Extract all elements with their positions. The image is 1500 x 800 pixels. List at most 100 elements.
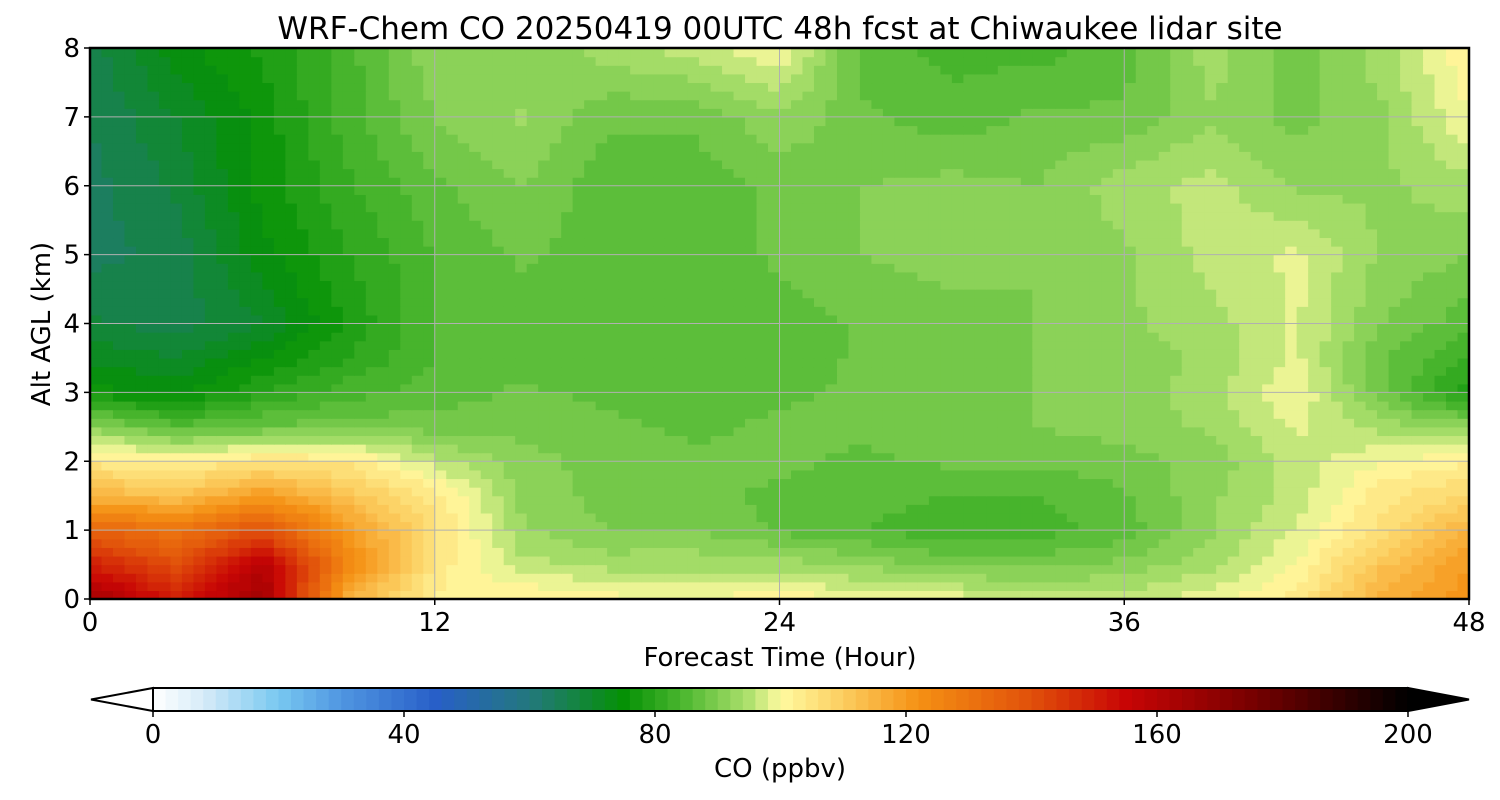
field-cell bbox=[158, 289, 172, 299]
field-cell bbox=[549, 289, 562, 299]
field-cell bbox=[365, 538, 378, 548]
field-cell bbox=[790, 555, 804, 566]
field-cell bbox=[825, 487, 838, 497]
field-cell bbox=[595, 349, 608, 359]
field-cell bbox=[388, 383, 401, 393]
field-cell bbox=[204, 590, 218, 600]
field-cell bbox=[595, 383, 608, 393]
field-cell bbox=[710, 383, 723, 393]
field-cell bbox=[239, 538, 252, 548]
field-cell bbox=[986, 340, 999, 350]
field-cell bbox=[836, 246, 850, 256]
field-cell bbox=[296, 444, 309, 454]
field-cell bbox=[262, 340, 275, 350]
field-cell bbox=[1216, 435, 1229, 445]
field-cell bbox=[423, 495, 436, 505]
field-cell bbox=[457, 435, 470, 445]
field-cell bbox=[963, 547, 976, 557]
field-cell bbox=[492, 590, 505, 600]
field-cell bbox=[273, 383, 286, 393]
field-cell bbox=[388, 547, 401, 557]
field-cell bbox=[779, 297, 792, 307]
field-cell bbox=[549, 314, 562, 325]
field-cell bbox=[813, 392, 827, 402]
field-cell bbox=[1181, 392, 1194, 402]
field-cell bbox=[216, 444, 229, 454]
field-cell bbox=[515, 237, 528, 247]
field-cell bbox=[871, 521, 884, 531]
field-cell bbox=[1262, 289, 1275, 299]
field-cell bbox=[802, 306, 815, 316]
field-cell bbox=[1296, 340, 1309, 350]
field-cell bbox=[1112, 323, 1125, 333]
field-cell bbox=[90, 400, 103, 411]
field-cell bbox=[1078, 246, 1091, 256]
field-cell bbox=[1216, 323, 1229, 333]
field-cell bbox=[1193, 297, 1206, 307]
field-cell bbox=[1411, 400, 1424, 411]
field-cell bbox=[1066, 521, 1079, 531]
field-cell bbox=[285, 512, 298, 523]
field-cell bbox=[515, 357, 528, 368]
field-cell bbox=[388, 332, 401, 342]
field-cell bbox=[1239, 478, 1252, 488]
field-cell bbox=[1388, 564, 1401, 574]
field-cell bbox=[1216, 573, 1229, 583]
field-cell bbox=[825, 289, 838, 299]
field-cell bbox=[170, 323, 183, 333]
field-cell bbox=[561, 590, 574, 600]
field-cell bbox=[687, 530, 700, 540]
field-cell bbox=[1262, 418, 1275, 428]
field-cell bbox=[193, 314, 206, 325]
field-cell bbox=[595, 392, 608, 402]
field-cell bbox=[1066, 538, 1079, 548]
field-cell bbox=[457, 444, 470, 454]
field-cell bbox=[434, 538, 447, 548]
field-cell bbox=[997, 478, 1010, 488]
field-cell bbox=[1170, 409, 1183, 419]
field-cell bbox=[526, 487, 539, 497]
field-cell bbox=[917, 418, 930, 428]
field-cell bbox=[1262, 332, 1275, 342]
field-cell bbox=[917, 400, 930, 411]
field-cell bbox=[1135, 392, 1148, 402]
field-cell bbox=[607, 306, 620, 316]
field-cell bbox=[584, 314, 597, 325]
field-cell bbox=[756, 289, 769, 299]
field-cell bbox=[618, 461, 631, 471]
field-cell bbox=[296, 564, 309, 574]
field-cell bbox=[1377, 357, 1390, 368]
field-cell bbox=[894, 530, 907, 540]
field-cell bbox=[1043, 246, 1056, 256]
field-cell bbox=[974, 426, 987, 437]
field-cell bbox=[974, 590, 987, 600]
field-cell bbox=[101, 512, 114, 523]
field-cell bbox=[1331, 392, 1344, 402]
field-cell bbox=[676, 340, 689, 350]
field-cell bbox=[561, 452, 574, 462]
field-cell bbox=[894, 452, 907, 462]
field-cell bbox=[974, 521, 987, 531]
field-cell bbox=[1055, 469, 1068, 480]
field-cell bbox=[1009, 314, 1022, 325]
field-cell bbox=[940, 435, 953, 445]
field-cell bbox=[411, 435, 424, 445]
field-cell bbox=[561, 564, 574, 574]
field-cell bbox=[986, 487, 999, 497]
field-cell bbox=[147, 271, 160, 282]
field-cell bbox=[181, 400, 195, 411]
field-cell bbox=[595, 478, 608, 488]
field-cell bbox=[434, 392, 447, 402]
field-cell bbox=[469, 461, 482, 471]
field-cell bbox=[572, 375, 585, 385]
field-cell bbox=[101, 444, 114, 454]
field-cell bbox=[354, 332, 367, 342]
field-cell bbox=[641, 254, 654, 264]
field-cell bbox=[974, 237, 987, 247]
field-cell bbox=[1285, 555, 1298, 566]
field-cell bbox=[319, 289, 332, 299]
field-cell bbox=[561, 340, 574, 350]
field-cell bbox=[446, 246, 459, 256]
field-cell bbox=[1354, 487, 1367, 497]
field-cell bbox=[296, 573, 309, 583]
